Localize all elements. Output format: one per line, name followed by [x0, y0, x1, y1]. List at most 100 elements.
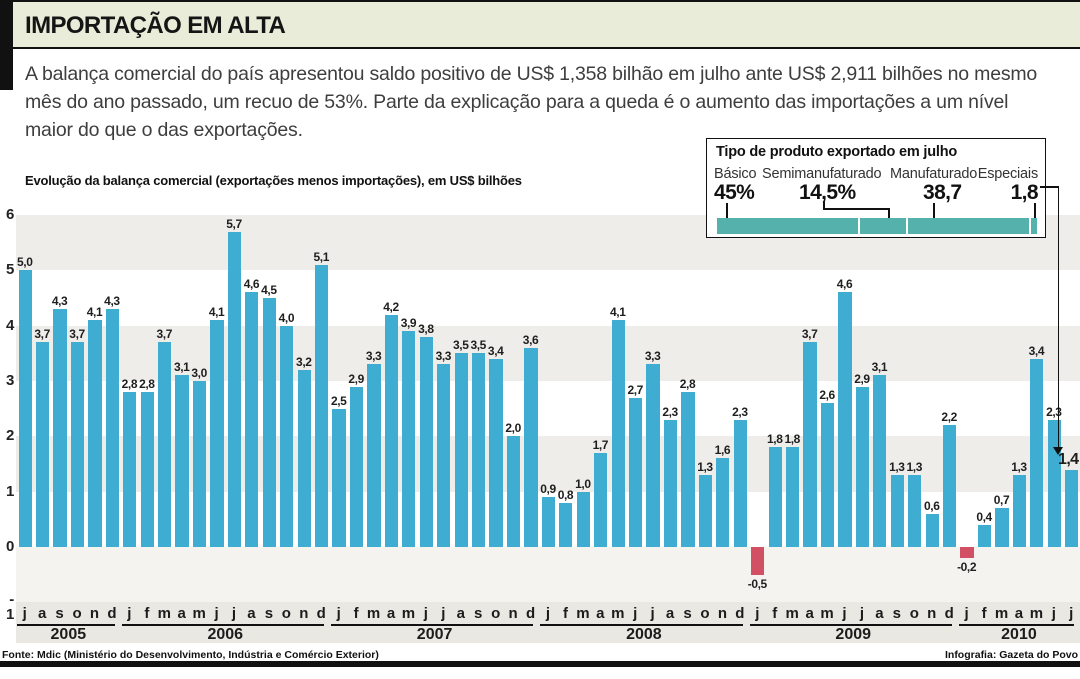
month-label: f	[772, 605, 778, 622]
bar	[628, 397, 643, 547]
bar-value-label: 2,7	[627, 382, 643, 397]
bar-value-label: 2,2	[941, 410, 957, 425]
bar-value-label: 0,4	[976, 509, 992, 524]
month-label: j	[127, 605, 132, 622]
bar	[53, 309, 67, 547]
bar-value-label: 4,2	[383, 299, 399, 314]
bar	[803, 342, 817, 547]
bar-value-label: 0,9	[540, 482, 556, 497]
bar-value-label: 3,2	[296, 354, 312, 369]
inset-box-title: Tipo de produto exportado em julho	[716, 144, 958, 160]
bar-value-label: 5,7	[226, 216, 242, 231]
month-label: m	[785, 605, 799, 622]
bar	[280, 325, 294, 547]
y-axis-tick-label: 4	[5, 316, 14, 334]
bar-value-label: 5,1	[313, 249, 329, 264]
bar	[210, 320, 224, 547]
bar-value-label: 2,9	[348, 371, 364, 386]
month-label: f	[981, 605, 987, 622]
bar-value-label: 3,7	[69, 327, 85, 342]
bar-value-label: 3,3	[644, 349, 661, 364]
month-label: a	[37, 605, 47, 622]
inset-category-label: Semimanufaturado	[762, 166, 882, 182]
bar-value-label: 2,3	[732, 404, 748, 419]
bar-value-label: 2,5	[330, 393, 347, 408]
bar	[506, 436, 521, 547]
month-label: j	[441, 605, 446, 622]
bar-value-label: 0,8	[557, 487, 574, 502]
bar	[977, 524, 992, 547]
bar-value-label: 4,5	[261, 283, 277, 297]
bar	[35, 342, 50, 547]
plot-band	[16, 325, 1080, 381]
bar-value-label: 3,5	[470, 338, 486, 353]
header-band	[0, 2, 1080, 48]
bar-value-label: 2,0	[505, 421, 521, 436]
bar-value-label: 3,3	[365, 349, 382, 364]
month-label: j	[545, 605, 551, 622]
year-label: 2008	[626, 626, 662, 643]
bar	[751, 547, 765, 575]
inset-category-label: Básico	[714, 166, 757, 182]
bar-value-label: 1,8	[767, 432, 783, 447]
bar-value-label: 4,6	[243, 277, 260, 292]
bar-value-label: 3,3	[435, 349, 452, 364]
month-label: s	[683, 605, 692, 622]
y-axis-tick-label: 6	[5, 206, 14, 223]
month-label: f	[562, 605, 568, 622]
bar-value-label: 4,6	[836, 277, 853, 292]
month-label: a	[386, 605, 396, 622]
bar	[594, 452, 608, 547]
month-label: o	[281, 605, 291, 622]
bar	[1065, 469, 1079, 547]
inset-category-label: Especiais	[977, 166, 1038, 182]
month-label: n	[508, 605, 518, 622]
year-group-underline	[121, 624, 324, 626]
bar-value-label: 1,4	[1058, 450, 1079, 468]
bar	[1030, 358, 1044, 547]
month-label: o	[491, 605, 501, 622]
bar	[175, 375, 189, 547]
year-group-underline	[17, 624, 115, 626]
bar	[733, 419, 747, 547]
bar	[681, 392, 695, 547]
bar	[18, 270, 32, 547]
plot-band	[16, 270, 1080, 326]
month-label: m	[611, 605, 625, 622]
month-label: a	[456, 605, 465, 622]
month-label: s	[264, 605, 274, 622]
bar	[105, 309, 119, 547]
bar	[332, 408, 346, 547]
bar-value-label: 2,8	[121, 377, 138, 392]
month-label: j	[964, 605, 969, 622]
bar	[559, 502, 573, 547]
month-label: j	[1051, 605, 1056, 622]
month-label: m	[401, 605, 416, 622]
month-label: j	[859, 605, 865, 622]
year-label: 2005	[50, 626, 87, 643]
month-label: f	[144, 605, 150, 622]
bar-value-label: 4,1	[86, 305, 103, 320]
bar	[367, 364, 381, 547]
top-rule	[0, 0, 1080, 2]
bar-value-label: 1,3	[889, 460, 905, 475]
inset-category-value: 14,5%	[799, 181, 856, 204]
y-axis-tick-label: 1	[5, 482, 14, 500]
bar	[960, 547, 974, 559]
bar	[785, 447, 800, 547]
year-label: 2009	[835, 626, 872, 643]
month-label: j	[755, 605, 760, 622]
bar-value-label: 1,3	[906, 460, 923, 475]
bar	[123, 392, 137, 547]
inset-category-value: 38,7	[923, 181, 962, 204]
month-label: j	[22, 605, 27, 622]
bar-value-label: 1,8	[784, 432, 800, 447]
leader-line	[1034, 203, 1036, 218]
bar-value-label: 3,4	[1028, 343, 1045, 358]
month-label: n	[927, 605, 937, 622]
bar	[716, 458, 730, 547]
bottom-rule	[0, 661, 1080, 667]
bar-value-label: 3,5	[453, 338, 469, 353]
bar-value-label: 2,3	[662, 404, 678, 419]
